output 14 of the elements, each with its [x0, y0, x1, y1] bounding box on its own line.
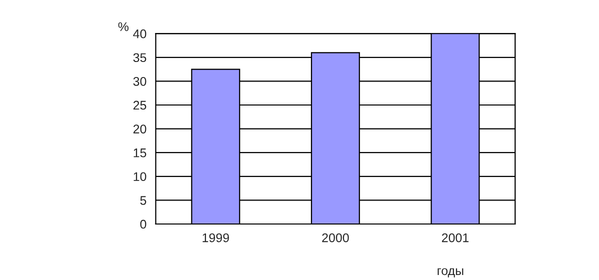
y-tick-label: 15	[134, 148, 146, 158]
x-tick-label: 2001	[442, 233, 469, 242]
y-tick-label: 10	[134, 172, 146, 182]
y-tick-label: 5	[140, 196, 146, 205]
y-tick-label: 40	[133, 29, 146, 38]
y-tick-label: 20	[133, 124, 146, 134]
y-tick-label: 25	[133, 100, 146, 110]
y-tick-label: 30	[133, 77, 146, 86]
x-axis-title: годы	[438, 268, 464, 278]
y-tick-label: 35	[133, 53, 146, 62]
y-axis-title: %	[118, 22, 129, 32]
y-tick-label: 0	[140, 220, 146, 229]
x-tick-label: 1999	[202, 233, 229, 242]
x-tick-label: 2000	[322, 233, 349, 242]
